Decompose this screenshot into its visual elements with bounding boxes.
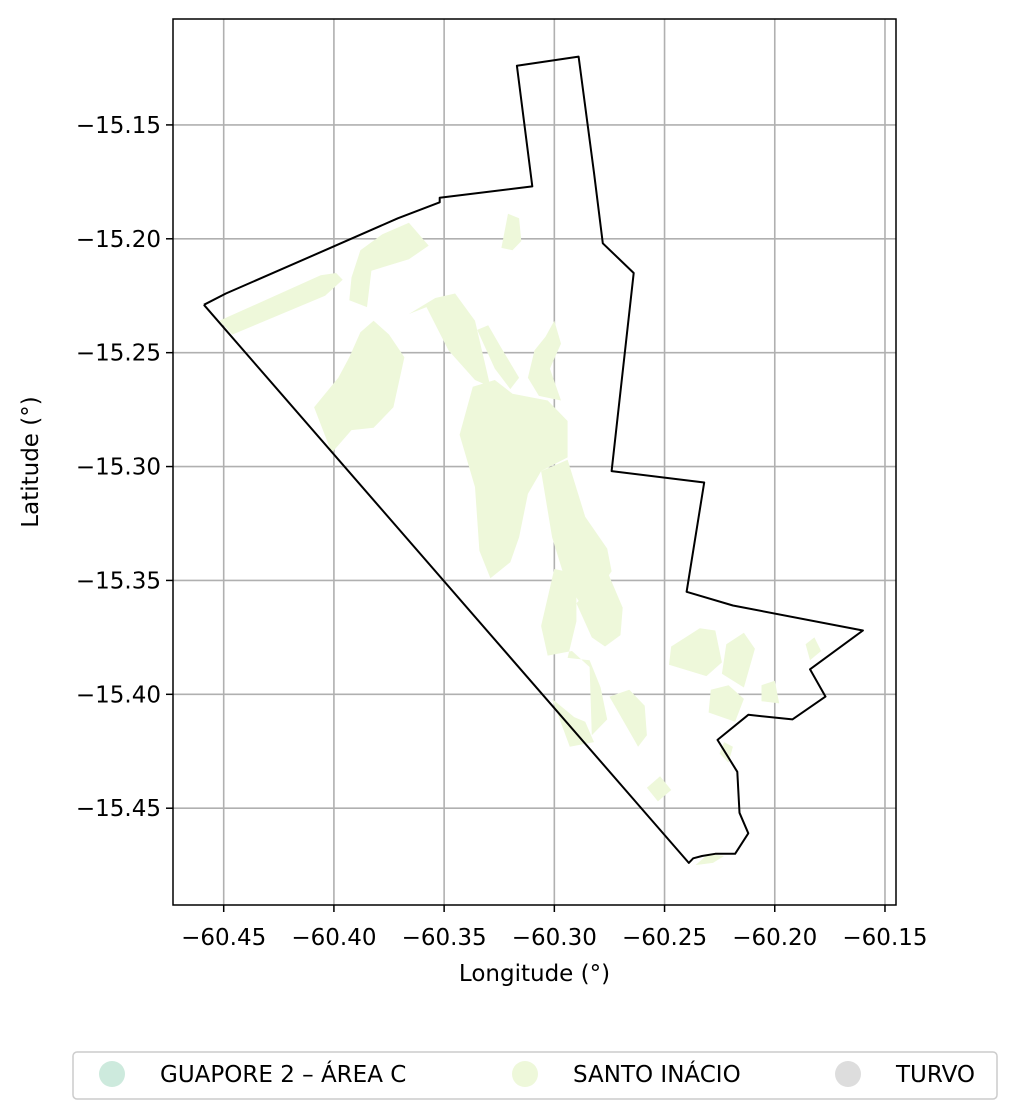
x-tick-label: −60.15 [842,925,927,951]
y-axis-ticks: −15.15 −15.20 −15.25 −15.30 −15.35 −15.40 −15.… [76,113,173,822]
land-parcels [219,213,822,866]
boundary-outline [203,55,864,864]
x-tick-label: −60.40 [291,925,376,951]
y-tick-label: −15.35 [76,568,161,594]
y-axis-label: Latitude (°) [18,396,44,527]
land-parcel [576,571,623,647]
land-parcel [459,380,568,579]
land-parcel [646,776,672,802]
x-tick-label: −60.30 [512,925,597,951]
y-tick-label: −15.40 [76,682,161,708]
legend-label: TURVO [895,1062,975,1088]
x-axis-label: Longitude (°) [459,961,610,987]
y-tick-label: −15.15 [76,113,161,139]
land-parcel [609,689,647,747]
land-parcel [761,680,780,704]
land-parcel [805,637,822,661]
x-tick-label: −60.25 [622,925,707,951]
plot-frame [172,18,897,906]
land-parcel [552,698,594,747]
legend-marker [512,1061,538,1087]
y-tick-label: −15.25 [76,341,161,367]
legend-label: SANTO INÁCIO [573,1060,741,1088]
area-boundary [203,55,864,864]
land-parcel [408,293,491,387]
land-parcel [314,320,405,453]
land-parcel [708,685,744,722]
x-tick-label: −60.45 [181,925,266,951]
legend: GUAPORE 2 – ÁREA C SANTO INÁCIO TURVO [72,1051,998,1100]
land-parcel [349,222,429,308]
land-parcel [541,569,608,736]
legend-marker [835,1061,861,1087]
y-tick-label: −15.30 [76,455,161,481]
land-parcel [721,632,755,688]
land-parcel [669,628,722,677]
land-parcel [541,459,612,601]
x-axis-ticks: −60.45 −60.40 −60.35 −60.30 −60.25 −60.20 −60.… [181,905,928,951]
land-parcel [501,213,522,251]
x-tick-label: −60.35 [402,925,487,951]
land-parcel [527,320,561,401]
y-tick-label: −15.45 [76,796,161,822]
legend-label: GUAPORE 2 – ÁREA C [160,1060,406,1088]
y-tick-label: −15.20 [76,227,161,253]
land-parcel [219,273,343,335]
x-tick-label: −60.20 [732,925,817,951]
land-parcel [477,325,520,390]
land-parcel [695,853,725,866]
legend-marker [99,1061,125,1087]
